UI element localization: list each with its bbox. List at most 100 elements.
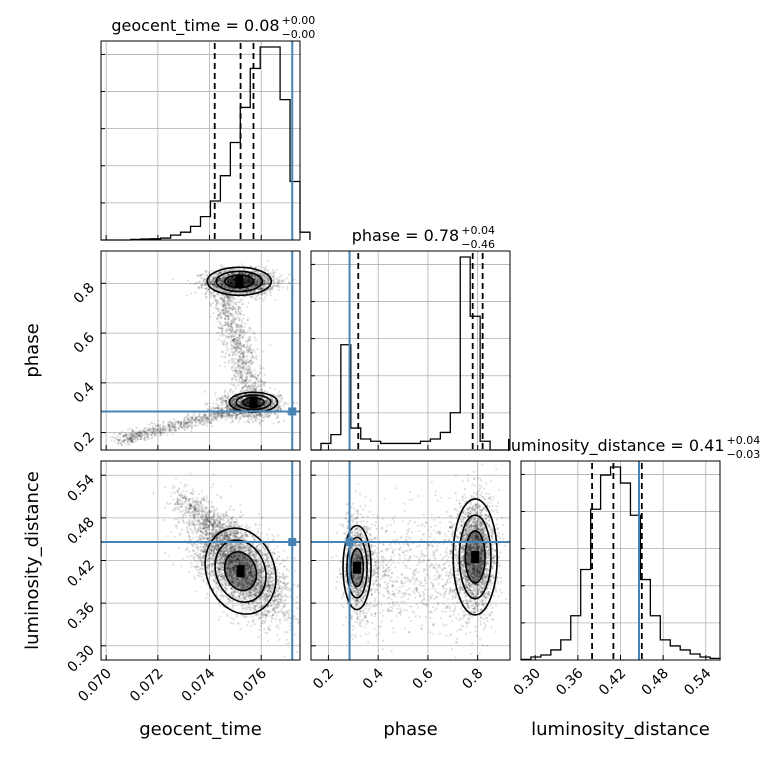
sample-point [224, 269, 227, 272]
sample-point [243, 280, 246, 283]
sample-point [220, 283, 223, 286]
sample-point [258, 282, 262, 285]
sample-point [229, 280, 232, 283]
sample-point [252, 297, 255, 300]
sample-point [244, 281, 247, 284]
sample-point [210, 292, 213, 296]
sample-point [233, 283, 236, 286]
sample-point [242, 268, 245, 271]
hist-frame [310, 250, 511, 451]
sample-point [259, 272, 262, 275]
sample-point [228, 312, 232, 316]
sample-point [227, 286, 231, 289]
sample-point [230, 278, 233, 281]
sample-point [231, 283, 235, 286]
sample-point [271, 268, 275, 272]
sample-point [209, 281, 212, 285]
sample-point [223, 295, 226, 298]
sample-point [272, 285, 275, 288]
sample-point [252, 414, 256, 418]
sample-point [243, 282, 246, 285]
sample-point [247, 282, 250, 286]
sample-point [211, 283, 214, 287]
sample-point [217, 292, 220, 296]
sample-point [247, 279, 251, 282]
sample-point [221, 334, 224, 337]
sample-point [216, 286, 219, 289]
sample-point [219, 276, 222, 280]
sample-point [223, 343, 226, 346]
sample-point [259, 379, 262, 382]
sample-point [296, 401, 299, 405]
sample-point [226, 281, 229, 284]
sample-point [241, 272, 244, 275]
sample-point [246, 279, 249, 283]
sample-point [211, 283, 214, 286]
sample-point [231, 292, 235, 295]
sample-point [217, 279, 220, 282]
sample-point [215, 285, 218, 288]
sample-point [231, 272, 235, 275]
sample-point [238, 347, 241, 350]
sample-point [220, 355, 223, 358]
sample-point [254, 389, 257, 392]
sample-point [263, 283, 266, 286]
sample-point [232, 281, 235, 285]
sample-point [265, 415, 268, 419]
sample-point [219, 321, 222, 324]
sample-point [245, 279, 249, 282]
sample-point [247, 287, 250, 290]
sample-point [241, 291, 245, 294]
sample-point [257, 278, 260, 281]
sample-point [269, 294, 272, 297]
sample-point [273, 393, 276, 397]
sample-point [231, 326, 234, 329]
sample-point [257, 288, 260, 291]
sample-point [224, 321, 227, 324]
sample-point [198, 280, 201, 283]
sample-point [244, 272, 247, 275]
sample-point [282, 286, 285, 289]
hist-panel-geocent_time: geocent_time = 0.08 +0.00−0.00 [100, 14, 315, 241]
sample-point [217, 278, 220, 281]
sample-point [246, 279, 249, 282]
sample-point [245, 292, 248, 295]
sample-point [252, 356, 256, 359]
sample-point [228, 281, 232, 284]
sample-point [215, 318, 219, 321]
sample-point [230, 304, 234, 308]
sample-point [195, 282, 198, 285]
sample-point [248, 283, 251, 286]
sample-point [254, 265, 257, 269]
sample-point [260, 287, 263, 290]
sample-point [232, 271, 235, 275]
sample-point [253, 283, 256, 287]
sample-point [227, 318, 230, 321]
sample-point [267, 282, 270, 286]
sample-point [234, 378, 237, 381]
sample-point [203, 283, 206, 286]
sample-point [234, 297, 237, 301]
sample-point [243, 280, 246, 283]
sample-point [257, 294, 260, 297]
hist-step-geocent_time [101, 46, 311, 241]
sample-point [245, 375, 248, 378]
sample-point [280, 273, 283, 277]
sample-point [230, 281, 234, 284]
sample-point [208, 270, 212, 274]
sample-point [227, 269, 231, 272]
sample-point [226, 396, 229, 400]
sample-point [238, 326, 242, 329]
sample-point [269, 287, 272, 291]
sample-point [269, 291, 272, 294]
sample-point [223, 395, 226, 398]
sample-point [222, 284, 225, 287]
sample-point [213, 295, 216, 298]
sample-point [245, 281, 248, 284]
sample-point [250, 290, 253, 294]
sample-point [258, 288, 262, 291]
sample-point [227, 286, 231, 289]
sample-point [202, 280, 206, 284]
sample-point [222, 280, 225, 283]
sample-point [223, 308, 226, 311]
